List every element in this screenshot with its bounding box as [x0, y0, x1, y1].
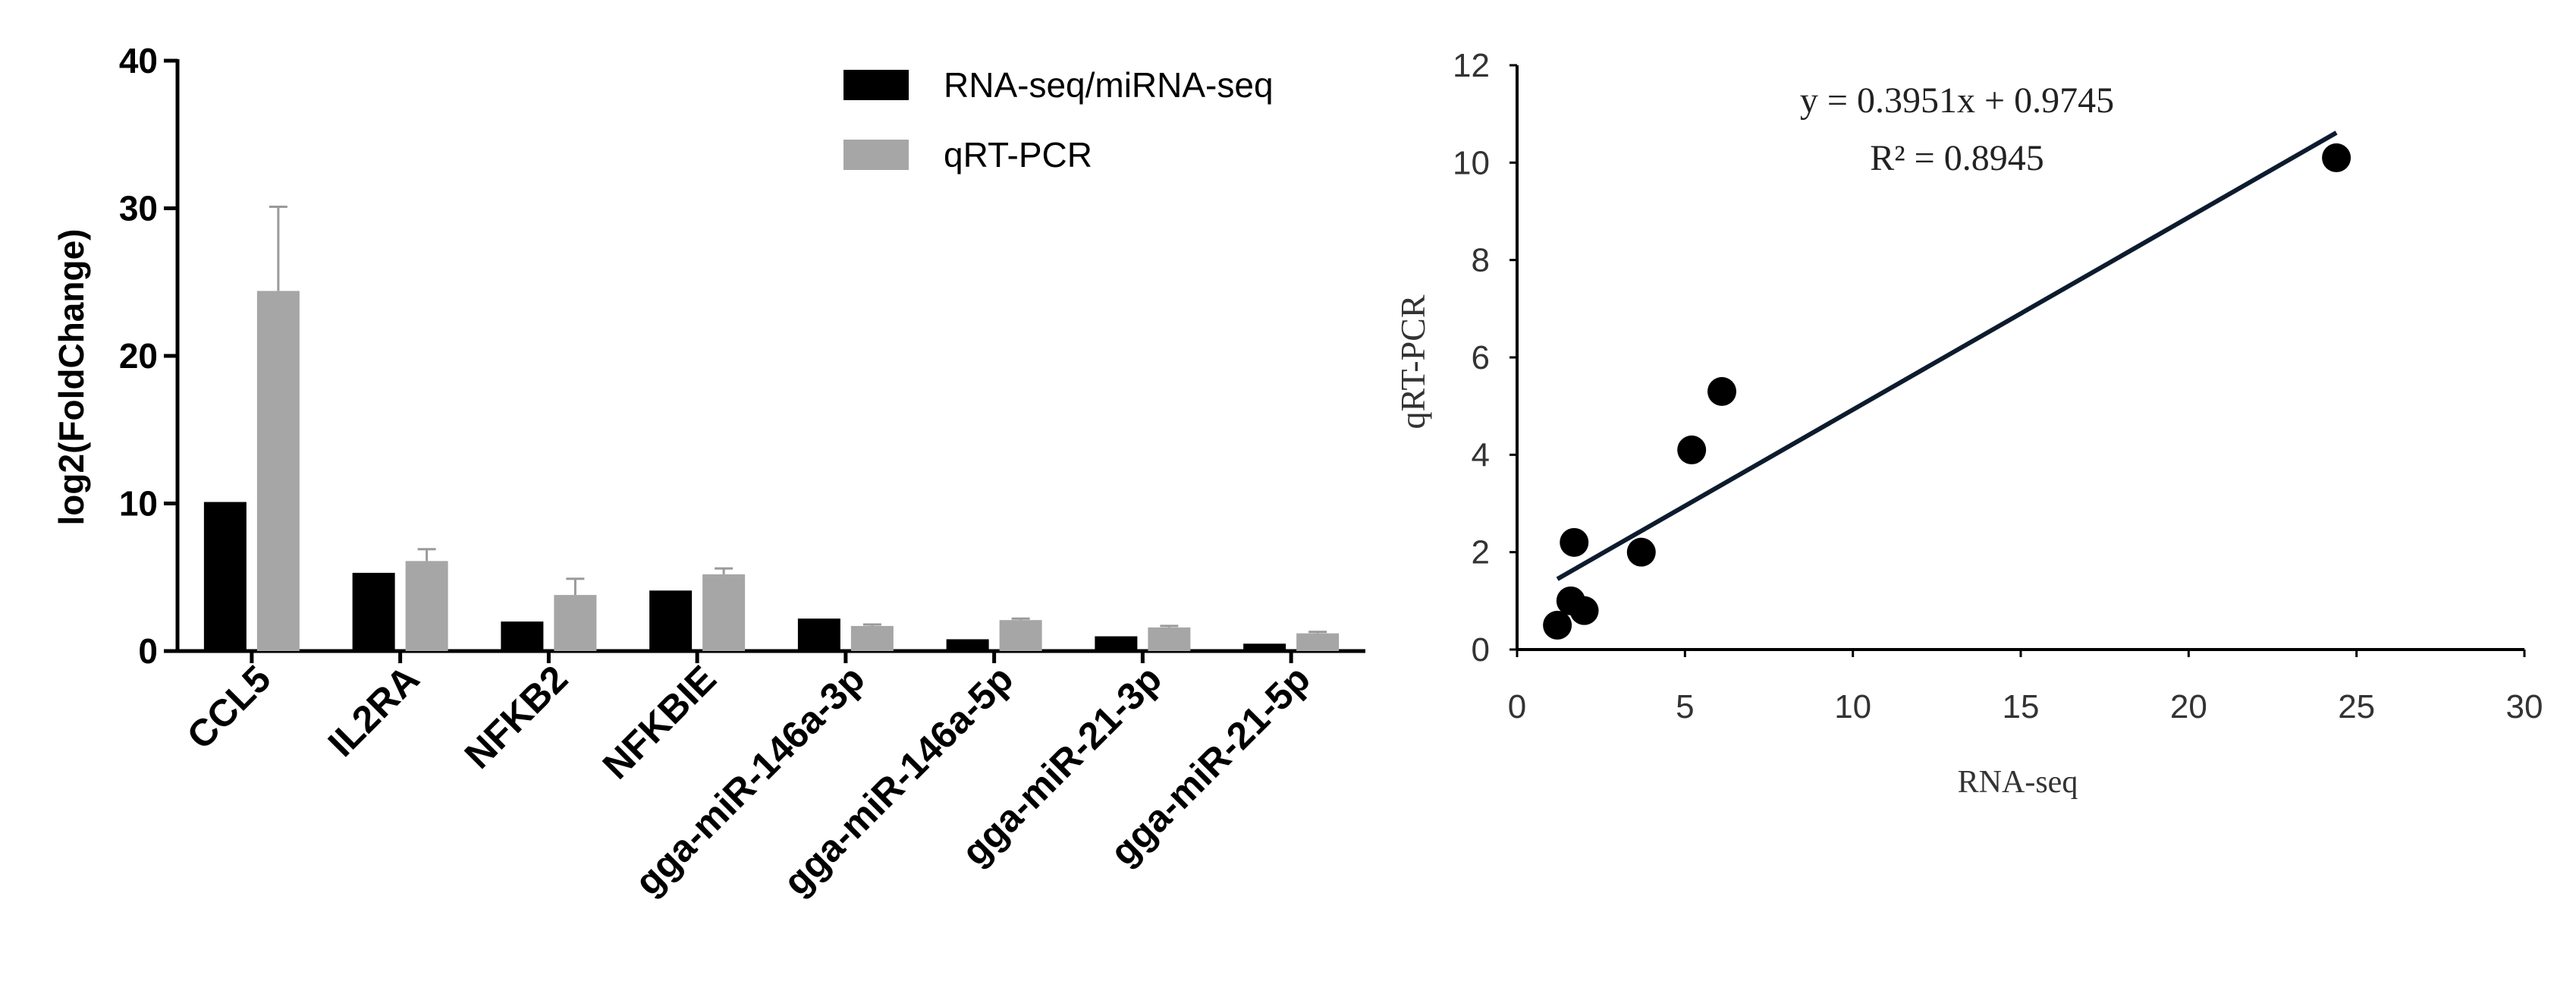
scatter-chart-x-tick-label: 30 [2506, 688, 2543, 725]
scatter-chart-y-tick-label: 10 [1453, 144, 1490, 181]
scatter-chart-y-tick-label: 8 [1472, 242, 1490, 279]
bar [554, 595, 597, 651]
bar-chart: log2(FoldChange) 0 10 20 30 40 CCL5 IL2RA NFKB2… [52, 41, 1365, 904]
legend-label: qRT-PCR [944, 135, 1092, 175]
bar-chart-y-tick-label: 40 [119, 41, 158, 80]
bar [1296, 633, 1340, 651]
scatter-point [1677, 435, 1707, 464]
scatter-chart-x-axis-label: RNA-seq [1958, 765, 2078, 800]
scatter-point [1569, 596, 1599, 625]
bar [1148, 627, 1191, 651]
scatter-chart-x-tick-label: 15 [2003, 688, 2040, 725]
bar-chart-category-label: IL2RA [320, 657, 428, 765]
scatter-chart-x-tick-label: 20 [2170, 688, 2207, 725]
scatter-point [1543, 610, 1572, 640]
bar-chart-category-label: CCL5 [179, 657, 279, 757]
scatter-chart-x-tick-label: 10 [1834, 688, 1871, 725]
legend-swatch [843, 70, 909, 100]
bar [999, 620, 1042, 651]
bar [352, 572, 395, 651]
scatter-chart-y-tick-label: 2 [1472, 534, 1490, 571]
bar-chart-y-tick-label: 30 [119, 189, 158, 228]
bar [649, 590, 693, 651]
r-squared: R² = 0.8945 [1870, 138, 2044, 178]
bar [203, 502, 247, 651]
scatter-point [1560, 527, 1589, 557]
bar-chart-y-tick-label: 10 [119, 484, 158, 524]
scatter-point [1626, 537, 1656, 567]
scatter-chart-x-tick-label: 25 [2338, 688, 2375, 725]
regression-equation: y = 0.3951x + 0.9745 [1800, 80, 2114, 121]
scatter-chart-y-tick-label: 0 [1472, 631, 1490, 669]
scatter-chart-x-tick-label: 0 [1508, 688, 1526, 725]
bar [702, 574, 746, 651]
bar-chart-y-tick-label: 0 [138, 631, 158, 671]
bar [797, 618, 840, 651]
bar [850, 625, 894, 651]
bar [1095, 636, 1138, 651]
scatter-chart: RNA-seq qRT-PCR y = 0.3951x + 0.9745 R² … [1393, 47, 2543, 800]
bar [501, 621, 544, 651]
bar-chart-y-tick-label: 20 [119, 336, 158, 376]
scatter-chart-y-tick-label: 6 [1472, 339, 1490, 376]
legend-swatch [843, 140, 909, 170]
bar [256, 291, 300, 651]
scatter-chart-y-tick-label: 4 [1472, 436, 1490, 473]
scatter-chart-x-tick-label: 5 [1676, 688, 1694, 725]
bar-chart-category-label: NFKBIE [595, 657, 724, 787]
scatter-point [2322, 143, 2351, 172]
trendline [1556, 131, 2338, 581]
scatter-chart-y-tick-label: 12 [1453, 47, 1490, 84]
legend-label: RNA-seq/miRNA-seq [944, 65, 1274, 105]
bar [405, 561, 448, 651]
bar [946, 639, 989, 651]
bar-chart-category-label: NFKB2 [457, 657, 576, 776]
scatter-chart-y-axis-label: qRT-PCR [1393, 294, 1432, 429]
scatter-point [1707, 376, 1737, 406]
bar [1243, 643, 1286, 651]
bar-chart-y-axis-label: log2(FoldChange) [52, 229, 91, 526]
